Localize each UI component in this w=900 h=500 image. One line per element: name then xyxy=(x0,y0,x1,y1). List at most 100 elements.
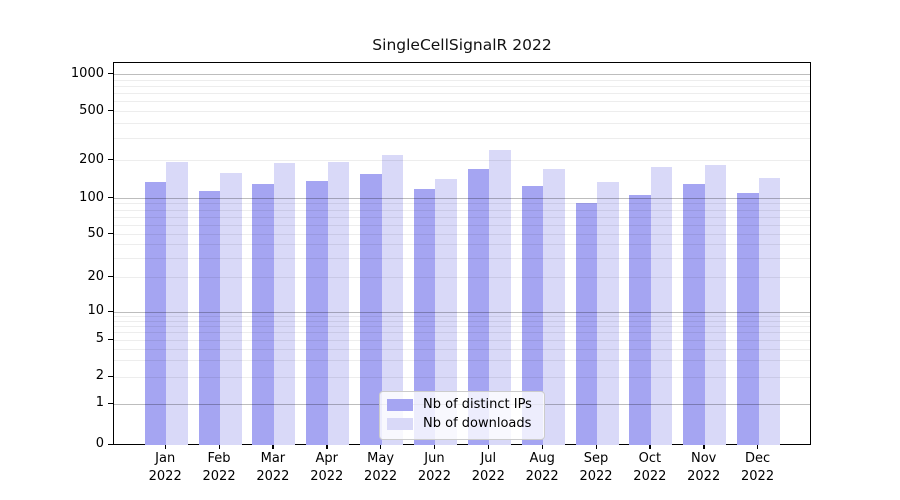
y-tick-mark-10 xyxy=(108,310,113,312)
x-tick-label-may: May 2022 xyxy=(364,451,398,484)
legend-label-downloads: Nb of downloads xyxy=(423,416,532,431)
gridline-minor-9 xyxy=(114,315,810,317)
y-tick-label-100: 100 xyxy=(79,189,104,205)
bar-nb-of-distinct-ips-may xyxy=(360,174,382,445)
x-tick-label-sep: Sep 2022 xyxy=(579,451,613,484)
legend-swatch-downloads xyxy=(387,418,413,430)
y-tick-label-5: 5 xyxy=(95,331,104,346)
bar-nb-of-distinct-ips-sep xyxy=(575,202,597,445)
x-tick-label-feb: Feb 2022 xyxy=(202,451,236,484)
gridline-minor-60 xyxy=(114,224,810,226)
gridline-minor-4 xyxy=(114,348,810,350)
gridline-major-1000 xyxy=(114,74,810,75)
bar-nb-of-distinct-ips-feb xyxy=(198,190,221,445)
x-tick-mark-jan xyxy=(164,445,167,449)
y-tick-label-500: 500 xyxy=(79,102,104,118)
y-tick-label-10: 10 xyxy=(87,303,104,318)
bar-nb-of-distinct-ips-jun xyxy=(413,188,436,445)
x-tick-label-nov: Nov 2022 xyxy=(687,451,721,484)
bar-nb-of-downloads-may xyxy=(381,154,404,445)
x-tick-label-dec: Dec 2022 xyxy=(741,451,775,484)
bar-nb-of-distinct-ips-mar xyxy=(252,184,274,445)
bar-nb-of-distinct-ips-dec xyxy=(737,192,759,445)
gridline-minor-50 xyxy=(114,234,810,235)
x-tick-mark-feb xyxy=(218,445,220,449)
gridline-minor-20 xyxy=(114,277,810,278)
gridline-minor-90 xyxy=(114,203,810,205)
gridline-major-100 xyxy=(114,198,810,199)
bar-nb-of-distinct-ips-jul xyxy=(467,169,490,445)
grid-layer xyxy=(114,63,810,444)
bar-nb-of-downloads-dec xyxy=(758,178,781,445)
gridline-minor-80 xyxy=(114,209,810,211)
x-tick-mark-sep xyxy=(595,445,597,449)
plot-area: Nb of distinct IPs Nb of downloads xyxy=(113,62,811,445)
bar-nb-of-downloads-feb xyxy=(220,172,242,445)
y-tick-label-200: 200 xyxy=(79,151,104,167)
x-tick-mark-jun xyxy=(433,445,436,449)
gridline-minor-400 xyxy=(114,122,810,124)
gridline-minor-3 xyxy=(114,360,810,362)
bar-nb-of-downloads-nov xyxy=(704,165,727,445)
x-tick-mark-nov xyxy=(703,445,705,449)
gridline-minor-8 xyxy=(114,320,810,322)
y-tick-label-1: 1 xyxy=(95,395,104,410)
bar-nb-of-distinct-ips-aug xyxy=(521,185,544,445)
gridline-minor-800 xyxy=(114,85,810,87)
x-tick-mark-apr xyxy=(326,445,328,449)
gridline-minor-7 xyxy=(114,325,810,327)
y-tick-mark-0 xyxy=(108,443,113,445)
x-tick-label-mar: Mar 2022 xyxy=(256,451,290,484)
y-tick-mark-500 xyxy=(108,110,113,112)
gridline-minor-2 xyxy=(114,376,810,378)
y-tick-label-0: 0 xyxy=(95,436,104,451)
gridline-major-10 xyxy=(114,311,810,313)
x-tick-label-apr: Apr 2022 xyxy=(310,451,344,484)
bar-nb-of-downloads-oct xyxy=(650,166,673,445)
bar-nb-of-downloads-sep xyxy=(597,182,619,445)
y-tick-mark-1000 xyxy=(108,73,113,75)
gridline-minor-600 xyxy=(114,101,810,103)
y-tick-label-2: 2 xyxy=(95,368,104,383)
gridline-minor-500 xyxy=(114,111,810,112)
x-tick-mark-may xyxy=(380,445,382,449)
x-tick-mark-mar xyxy=(272,445,274,449)
bar-nb-of-downloads-jun xyxy=(435,178,457,445)
x-tick-label-jan: Jan 2022 xyxy=(148,451,182,484)
y-tick-mark-2 xyxy=(108,375,113,377)
legend-label-distinct-ips: Nb of distinct IPs xyxy=(423,397,532,412)
y-tick-mark-1 xyxy=(108,402,113,404)
y-tick-mark-100 xyxy=(108,197,113,199)
gridline-minor-200 xyxy=(114,160,810,161)
bar-nb-of-downloads-jul xyxy=(489,150,511,445)
legend-item-downloads: Nb of downloads xyxy=(387,417,534,431)
chart-title: SingleCellSignalR 2022 xyxy=(372,36,552,54)
x-tick-label-aug: Aug 2022 xyxy=(525,451,559,484)
gridline-minor-70 xyxy=(114,216,810,218)
legend-item-distinct-ips: Nb of distinct IPs xyxy=(387,398,534,412)
x-tick-mark-aug xyxy=(541,445,544,449)
bar-nb-of-downloads-mar xyxy=(273,163,296,445)
bar-nb-of-downloads-jan xyxy=(166,161,188,445)
gridline-minor-40 xyxy=(114,244,810,246)
x-tick-mark-oct xyxy=(649,445,651,449)
bars-layer xyxy=(114,63,810,445)
gridline-minor-700 xyxy=(114,93,810,95)
gridline-minor-900 xyxy=(114,79,810,81)
x-tick-label-jul: Jul 2022 xyxy=(471,451,505,484)
x-tick-mark-dec xyxy=(757,445,759,449)
legend-swatch-distinct-ips xyxy=(387,399,413,411)
x-tick-mark-jul xyxy=(487,445,490,449)
y-tick-mark-50 xyxy=(108,233,113,235)
y-tick-mark-5 xyxy=(108,338,113,340)
gridline-minor-6 xyxy=(114,332,810,334)
bar-nb-of-distinct-ips-apr xyxy=(306,180,328,445)
x-tick-label-jun: Jun 2022 xyxy=(417,451,451,484)
bar-nb-of-distinct-ips-jan xyxy=(144,181,167,445)
legend: Nb of distinct IPs Nb of downloads xyxy=(379,391,545,440)
bar-nb-of-downloads-apr xyxy=(327,161,350,445)
gridline-minor-5 xyxy=(114,339,810,341)
gridline-minor-30 xyxy=(114,257,810,259)
y-tick-label-1000: 1000 xyxy=(70,65,104,81)
